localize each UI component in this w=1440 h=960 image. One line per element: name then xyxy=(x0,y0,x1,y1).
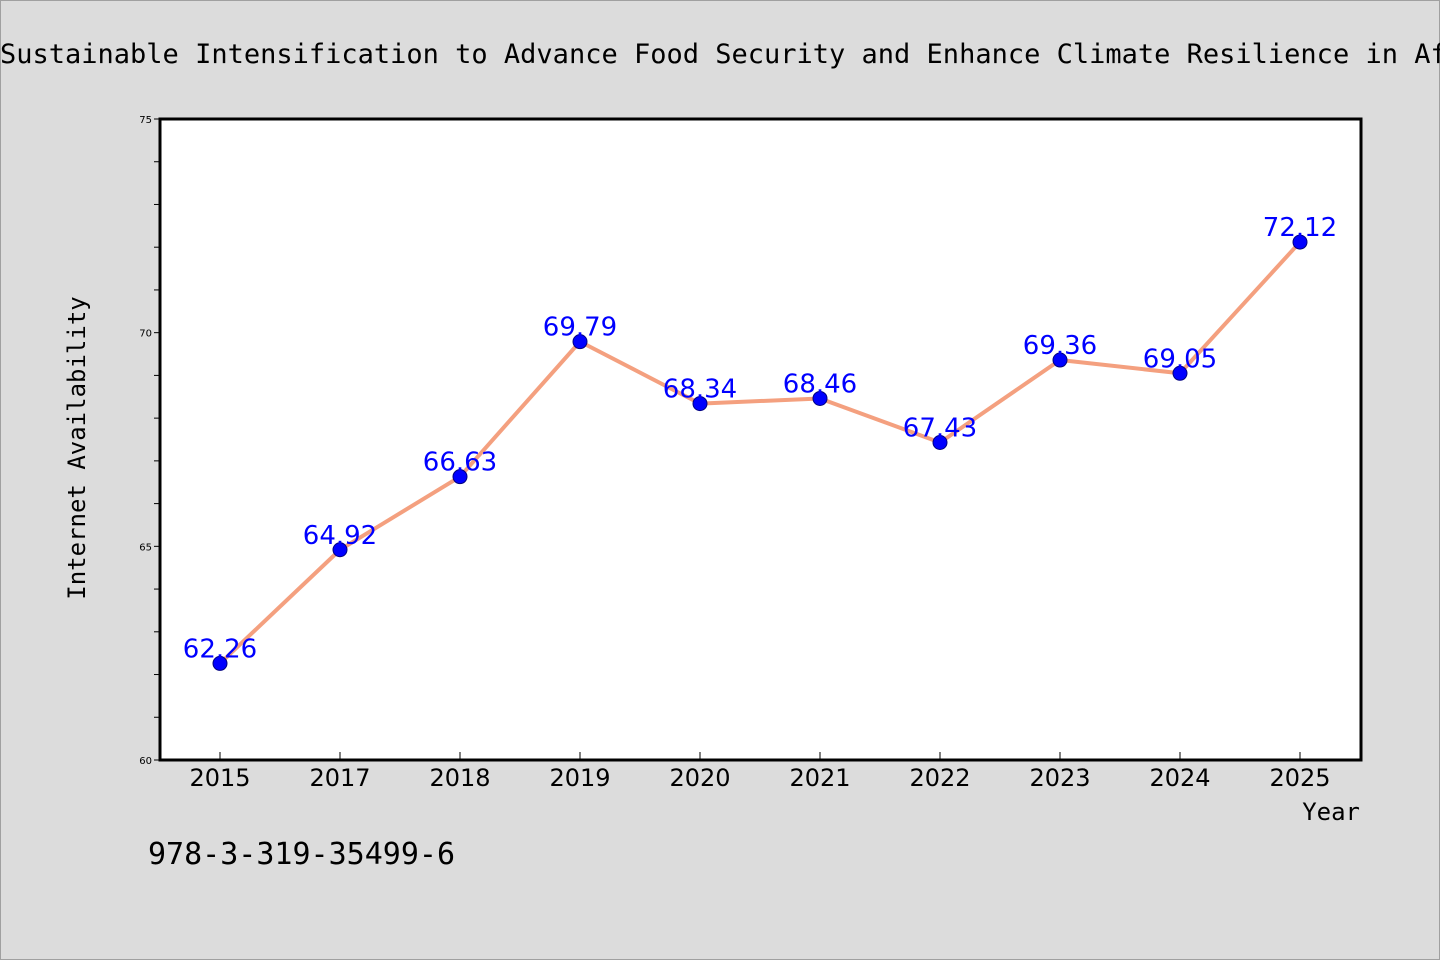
data-point-marker xyxy=(212,655,228,671)
x-tick-label: 2019 xyxy=(549,764,610,792)
data-point-label: 68.46 xyxy=(783,369,857,399)
data-point-label: 69.36 xyxy=(1023,331,1097,361)
x-tick-label: 2023 xyxy=(1029,764,1090,792)
plot-area xyxy=(158,117,1363,762)
y-tick-label: 70 xyxy=(139,329,152,340)
x-axis-label: Year xyxy=(1302,798,1360,826)
data-point-marker xyxy=(1292,234,1308,250)
data-point-marker xyxy=(452,469,468,485)
data-point-label: 68.34 xyxy=(663,375,737,405)
data-point-label: 69.05 xyxy=(1143,344,1217,374)
data-point-label: 64.92 xyxy=(303,521,377,551)
x-tick-label: 2018 xyxy=(429,764,490,792)
y-tick-label: 60 xyxy=(139,756,152,767)
data-point-marker xyxy=(572,334,588,350)
data-point-label: 66.63 xyxy=(423,448,497,478)
x-axis-ticks: 2015 2017 2018 2019 2020 2021 2022 2023 2024 2025 xyxy=(189,752,1331,792)
data-point-marker xyxy=(1052,352,1068,368)
x-tick-label: 2022 xyxy=(909,764,970,792)
x-tick-label: 2017 xyxy=(309,764,370,792)
data-point-label: 69.79 xyxy=(543,313,617,343)
x-tick-label: 2015 xyxy=(189,764,250,792)
x-tick-label: 2020 xyxy=(669,764,730,792)
footer-isbn: 978-3-319-35499-6 xyxy=(148,837,455,872)
data-point-marker xyxy=(1172,365,1188,381)
y-axis-ticks: 60 65 70 75 xyxy=(139,115,160,767)
y-tick-label: 65 xyxy=(139,542,152,553)
x-tick-label: 2025 xyxy=(1269,764,1330,792)
data-point-marker xyxy=(812,390,828,406)
data-markers xyxy=(212,234,1308,671)
chart-title: Sustainable Intensification to Advance F… xyxy=(0,39,1440,70)
data-labels: 62.26 64.92 66.63 69.79 68.34 68.46 67.43 69.36… xyxy=(183,213,1337,664)
x-tick-label: 2024 xyxy=(1149,764,1210,792)
data-point-label: 67.43 xyxy=(903,413,977,443)
series-line xyxy=(218,240,1302,665)
data-point-label: 72.12 xyxy=(1263,213,1337,243)
x-tick-label: 2021 xyxy=(789,764,850,792)
data-point-marker xyxy=(932,434,948,450)
y-tick-label: 75 xyxy=(139,115,152,126)
data-point-label: 62.26 xyxy=(183,634,257,664)
data-point-marker xyxy=(692,396,708,412)
y-axis-label: Internet Availability xyxy=(63,296,91,599)
data-point-marker xyxy=(332,542,348,558)
